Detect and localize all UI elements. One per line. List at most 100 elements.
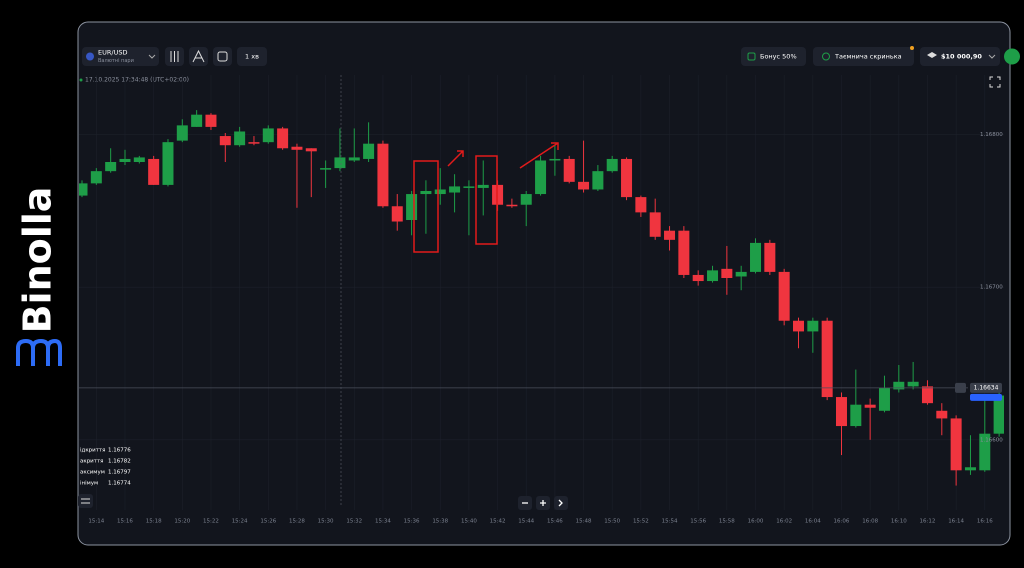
candle-body	[764, 242, 776, 272]
candle-body	[578, 181, 590, 190]
candle-body	[778, 271, 790, 321]
x-tick-label: 15:52	[633, 519, 649, 525]
x-tick-label: 15:34	[375, 519, 391, 525]
candle-body	[950, 418, 962, 471]
candle-body	[277, 128, 289, 149]
y-tick-label: 1.16600	[980, 437, 1003, 443]
candle-body	[477, 184, 489, 188]
icon	[192, 49, 205, 63]
candle-body	[793, 320, 804, 332]
bonus-button[interactable]	[741, 47, 806, 66]
candle-body	[993, 395, 1004, 434]
x-tick-label: 16:16	[977, 519, 993, 525]
y-tick-label: 1.16800	[980, 132, 1003, 138]
chevron	[148, 54, 156, 59]
timestamp: 17.10.2025 17:34:48 (UTC+02:00)	[85, 77, 189, 84]
x-tick-label: 15:26	[260, 519, 276, 525]
x-tick-label: 15:42	[490, 519, 506, 525]
candle-body	[363, 143, 375, 159]
timeframe-button[interactable]	[237, 47, 267, 66]
candle-body	[850, 404, 862, 427]
candle-body	[162, 142, 174, 185]
x-tick-label: 15:14	[88, 519, 104, 525]
candle-body	[420, 191, 432, 195]
ohlc-label: ідкриття	[80, 448, 105, 454]
x-tick-label: 16:00	[748, 519, 764, 525]
icon	[822, 52, 830, 61]
candle-body	[807, 320, 819, 332]
x-tick-label: 15:18	[146, 519, 162, 525]
x-tick-label: 15:58	[719, 519, 735, 525]
x-tick-label: 15:56	[690, 519, 706, 525]
mystery-box-button[interactable]	[813, 47, 914, 66]
arrow	[447, 150, 464, 167]
candle-body	[664, 230, 676, 240]
candle-body	[449, 186, 461, 193]
candle-body	[248, 142, 260, 144]
candle-body	[234, 131, 246, 146]
price-tag	[970, 382, 1002, 393]
ohlc-value: 1.16797	[108, 470, 131, 476]
arrow	[519, 142, 559, 169]
candle-body	[549, 158, 561, 161]
balance: $10 000,90	[941, 53, 982, 61]
icon	[81, 498, 90, 504]
balance-button[interactable]	[920, 47, 1000, 66]
x-tick-label: 15:40	[461, 519, 477, 525]
candle-body	[506, 204, 518, 207]
x-tick-label: 15:32	[346, 519, 362, 525]
candle-body	[119, 158, 131, 162]
annotations	[413, 142, 559, 253]
ohlc-label: інімум	[80, 481, 98, 487]
timeframe: 1 хв	[245, 53, 259, 61]
indicators-button[interactable]	[213, 47, 232, 66]
candle-body	[621, 158, 633, 198]
icon	[927, 52, 937, 58]
icon	[217, 51, 228, 62]
pair-selector[interactable]	[82, 47, 159, 66]
toolbar: EUR/USD Валютні пари 1 хв Бонус 50% Таєм…	[82, 46, 1020, 66]
badge	[910, 46, 914, 50]
alert-button[interactable]	[955, 382, 966, 393]
candle-body	[835, 397, 847, 427]
scroll-button[interactable]	[554, 496, 568, 510]
y-tick-label: 1.16700	[980, 285, 1003, 291]
candle-body	[305, 148, 317, 152]
candle-body	[563, 158, 575, 182]
drawing-button[interactable]	[189, 47, 208, 66]
x-tick-label: 16:04	[805, 519, 821, 525]
candle-body	[191, 114, 203, 127]
candle-body	[90, 171, 102, 184]
icon	[558, 499, 563, 507]
candle-body	[649, 212, 661, 237]
candle-body	[219, 136, 231, 146]
ohlc-label: акриття	[80, 459, 103, 465]
settings-button[interactable]	[78, 494, 93, 508]
candle-body	[262, 128, 274, 143]
chevron	[988, 54, 996, 59]
x-tick-label: 15:24	[232, 519, 248, 525]
candle-body	[133, 157, 145, 162]
x-tick-label: 15:48	[576, 519, 592, 525]
candle-body	[291, 146, 303, 150]
ohlc-value: 1.16776	[108, 448, 131, 454]
plot	[79, 75, 1004, 510]
x-tick-label: 15:38	[432, 519, 448, 525]
x-tick-label: 15:36	[404, 519, 420, 525]
fullscreen-button[interactable]	[989, 76, 1001, 88]
candle-body	[434, 189, 446, 195]
candle-body	[334, 157, 346, 169]
x-tick-label: 16:12	[920, 519, 936, 525]
flag	[86, 52, 94, 61]
x-tick-label: 15:20	[174, 519, 190, 525]
candle-body	[463, 186, 475, 188]
candle-body	[391, 206, 403, 222]
deposit-button[interactable]	[1004, 48, 1020, 65]
candle-body	[105, 162, 117, 172]
candle-body	[520, 194, 532, 205]
x-tick-label: 16:06	[834, 519, 850, 525]
ohlc-panel: ідкриття 1.16776 акриття 1.16782 аксимум…	[80, 448, 131, 487]
highlight-box	[475, 155, 498, 245]
